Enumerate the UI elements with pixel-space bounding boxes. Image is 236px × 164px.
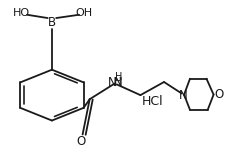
Text: B: B bbox=[48, 16, 56, 29]
Text: H: H bbox=[115, 72, 123, 82]
Text: N: N bbox=[114, 75, 122, 89]
Text: HO: HO bbox=[13, 8, 30, 18]
Text: O: O bbox=[215, 88, 224, 101]
Text: HCl: HCl bbox=[141, 95, 163, 108]
Text: H: H bbox=[114, 77, 122, 87]
Text: N: N bbox=[108, 75, 117, 89]
Text: OH: OH bbox=[75, 8, 92, 18]
Text: O: O bbox=[77, 134, 86, 148]
Text: N: N bbox=[178, 89, 187, 102]
